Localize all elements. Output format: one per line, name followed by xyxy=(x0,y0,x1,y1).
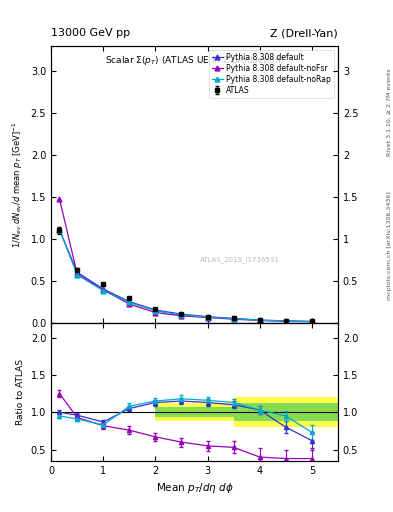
Pythia 8.308 default-noRap xyxy=(127,300,132,306)
Text: Z (Drell-Yan): Z (Drell-Yan) xyxy=(270,28,338,38)
Pythia 8.308 default-noFsr xyxy=(153,309,158,315)
Pythia 8.308 default-noRap xyxy=(57,226,62,232)
Pythia 8.308 default-noRap xyxy=(75,272,79,278)
Legend: Pythia 8.308 default, Pythia 8.308 default-noFsr, Pythia 8.308 default-noRap, AT: Pythia 8.308 default, Pythia 8.308 defau… xyxy=(209,50,334,98)
Pythia 8.308 default-noRap xyxy=(101,288,106,294)
Pythia 8.308 default xyxy=(283,318,288,324)
X-axis label: Mean $p_T/d\eta\ d\phi$: Mean $p_T/d\eta\ d\phi$ xyxy=(156,481,233,495)
Pythia 8.308 default-noRap xyxy=(205,314,210,320)
Text: ATLAS_2019_I1736531: ATLAS_2019_I1736531 xyxy=(200,257,280,264)
Pythia 8.308 default-noFsr xyxy=(127,301,132,307)
Pythia 8.308 default xyxy=(179,311,184,317)
Pythia 8.308 default-noFsr xyxy=(257,317,262,324)
Pythia 8.308 default-noFsr xyxy=(101,287,106,293)
Pythia 8.308 default-noRap xyxy=(179,312,184,318)
Pythia 8.308 default-noFsr xyxy=(75,271,79,277)
Line: Pythia 8.308 default-noRap: Pythia 8.308 default-noRap xyxy=(57,227,314,324)
Pythia 8.308 default-noFsr xyxy=(310,318,314,325)
Pythia 8.308 default xyxy=(231,315,236,322)
Pythia 8.308 default-noRap xyxy=(257,317,262,323)
Pythia 8.308 default-noFsr xyxy=(231,316,236,322)
Pythia 8.308 default xyxy=(205,314,210,320)
Text: 13000 GeV pp: 13000 GeV pp xyxy=(51,28,130,38)
Line: Pythia 8.308 default: Pythia 8.308 default xyxy=(57,227,314,324)
Pythia 8.308 default-noRap xyxy=(153,308,158,314)
Pythia 8.308 default-noFsr xyxy=(179,313,184,319)
Pythia 8.308 default-noRap xyxy=(310,318,314,325)
Text: Scalar $\Sigma(p_T)$ (ATLAS UE in Z production): Scalar $\Sigma(p_T)$ (ATLAS UE in Z prod… xyxy=(105,54,284,68)
Pythia 8.308 default xyxy=(153,307,158,313)
Pythia 8.308 default-noRap xyxy=(231,315,236,322)
Pythia 8.308 default xyxy=(101,286,106,292)
Pythia 8.308 default xyxy=(75,269,79,275)
Text: mcplots.cern.ch [arXiv:1306.3436]: mcplots.cern.ch [arXiv:1306.3436] xyxy=(387,191,392,300)
Pythia 8.308 default-noFsr xyxy=(205,314,210,321)
Pythia 8.308 default-noFsr xyxy=(57,196,62,202)
Text: Rivet 3.1.10, ≥ 2.7M events: Rivet 3.1.10, ≥ 2.7M events xyxy=(387,69,392,157)
Pythia 8.308 default xyxy=(127,298,132,305)
Pythia 8.308 default xyxy=(57,226,62,232)
Pythia 8.308 default-noFsr xyxy=(283,318,288,325)
Line: Pythia 8.308 default-noFsr: Pythia 8.308 default-noFsr xyxy=(57,196,314,324)
Pythia 8.308 default xyxy=(310,318,314,325)
Pythia 8.308 default xyxy=(257,317,262,323)
Y-axis label: $1/N_{ev}\ dN_{ev}/d\ \mathrm{mean}\ p_T\ [\mathrm{GeV}]^{-1}$: $1/N_{ev}\ dN_{ev}/d\ \mathrm{mean}\ p_T… xyxy=(11,121,25,248)
Y-axis label: Ratio to ATLAS: Ratio to ATLAS xyxy=(16,359,25,424)
Pythia 8.308 default-noRap xyxy=(283,318,288,324)
